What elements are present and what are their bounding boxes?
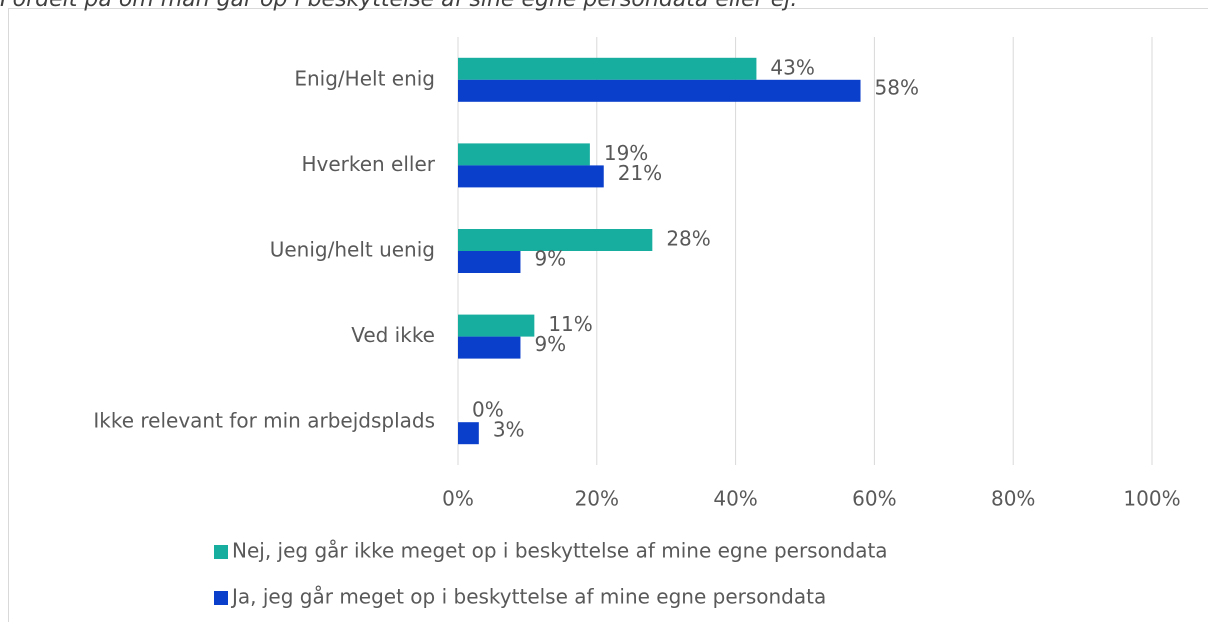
bar <box>458 79 861 102</box>
bar <box>458 57 757 80</box>
y-tick-label: Ikke relevant for min arbejdsplads <box>93 409 435 433</box>
y-tick-label: Ved ikke <box>351 323 435 347</box>
x-tick-label: 60% <box>852 487 896 511</box>
y-tick-label: Enig/Helt enig <box>294 66 435 90</box>
x-tick-label: 40% <box>713 487 757 511</box>
bar <box>458 314 535 337</box>
legend-swatch <box>214 545 228 559</box>
bar <box>458 422 479 445</box>
legend-swatch <box>214 591 228 605</box>
x-tick-label: 0% <box>442 487 474 511</box>
bar <box>458 336 521 359</box>
data-label: 0% <box>472 398 504 422</box>
data-label: 11% <box>548 312 592 336</box>
bar <box>458 229 653 251</box>
x-tick-label: 80% <box>991 487 1035 511</box>
legend-label: Ja, jeg går meget op i beskyttelse af mi… <box>230 585 826 609</box>
data-label: 9% <box>534 247 566 271</box>
data-label: 9% <box>534 332 566 356</box>
bar <box>458 251 521 273</box>
legend-label: Nej, jeg går ikke meget op i beskyttelse… <box>232 539 888 563</box>
data-label: 43% <box>770 55 814 79</box>
x-tick-label: 20% <box>575 487 619 511</box>
bar <box>458 143 590 166</box>
y-tick-label: Hverken eller <box>301 152 435 176</box>
data-label: 21% <box>618 161 662 185</box>
data-label: 28% <box>666 227 710 251</box>
x-tick-label: 100% <box>1123 487 1180 511</box>
data-label: 19% <box>604 141 648 165</box>
data-label: 3% <box>493 418 525 442</box>
bar <box>458 165 604 188</box>
chart-border <box>8 8 1208 622</box>
data-label: 58% <box>875 75 919 99</box>
y-tick-label: Uenig/helt uenig <box>270 238 435 262</box>
chart-subtitle: Fordelt på om man går op i beskyttelse a… <box>0 0 797 12</box>
